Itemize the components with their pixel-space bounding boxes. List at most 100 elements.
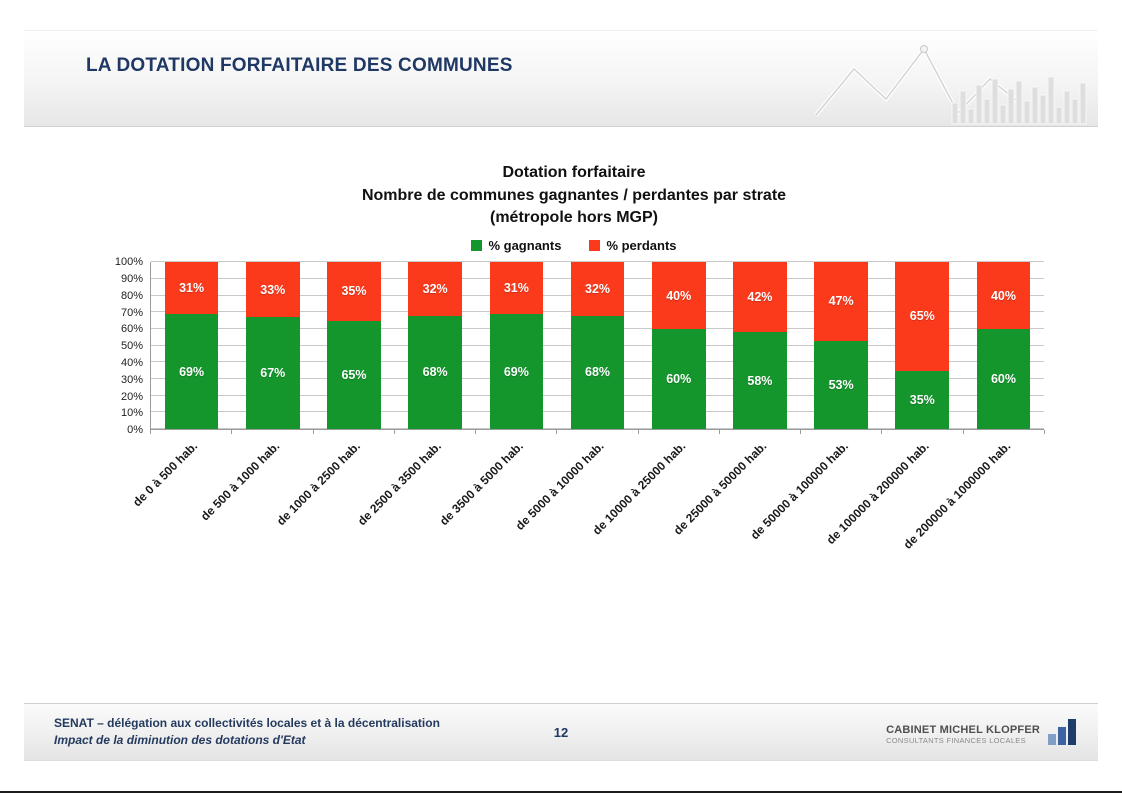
bar-segment-perdants: 32%: [570, 262, 625, 316]
logo-line2: CONSULTANTS FINANCES LOCALES: [886, 736, 1026, 745]
chart-subtitle2: (métropole hors MGP): [489, 209, 658, 227]
bar-column: 31% 69%: [151, 262, 232, 430]
bar-segment-gagnants-value-label: 60%: [990, 372, 1016, 387]
bar-segment-gagnants-value-label: 58%: [747, 373, 773, 388]
bar-column: 32% 68%: [395, 262, 476, 430]
bar-segment-perdants-value-label: 35%: [341, 284, 367, 299]
x-category-label: de 5000 à 10000 hab.: [513, 439, 607, 534]
legend-item-perdants: % perdants: [589, 238, 677, 254]
footer-source: SENAT – délégation aux collectivités loc…: [24, 715, 440, 750]
bar-chart-logo-icon: [1048, 719, 1076, 745]
y-tick-label: 40%: [120, 356, 143, 369]
x-axis-tick: [800, 430, 802, 435]
bar-column: 40% 60%: [963, 262, 1044, 430]
slide-title: LA DOTATION FORFAITAIRE DES COMMUNES: [86, 55, 513, 76]
y-tick-label: 90%: [120, 272, 143, 285]
y-tick-label: 0%: [127, 424, 143, 437]
stacked-bar: 42% 58%: [733, 262, 787, 430]
x-category-label: de 25000 à 50000 hab.: [670, 439, 770, 538]
stacked-bar: 33% 67%: [245, 262, 300, 430]
bar-segment-perdants: 32%: [408, 262, 462, 316]
bar-column: 32% 68%: [557, 262, 638, 430]
page-number: 12: [553, 724, 569, 740]
bar-column: 47% 53%: [801, 262, 882, 430]
bar-segment-perdants: 47%: [814, 262, 868, 341]
bar-segment-perdants: 65%: [895, 262, 950, 371]
x-category-label: de 2500 à 3500 hab.: [355, 439, 445, 529]
bar-segment-perdants: 31%: [164, 262, 219, 314]
stacked-bar: 31% 69%: [489, 262, 544, 430]
bar-segment-gagnants: 60%: [651, 328, 706, 430]
bar-segment-gagnants-value-label: 53%: [828, 377, 854, 392]
chart-legend: % gagnants % perdants: [104, 238, 1044, 253]
legend-swatch-gagnants-icon: [471, 240, 483, 252]
bar-segment-gagnants-value-label: 68%: [585, 365, 611, 380]
legend-label-perdants: % perdants: [606, 238, 677, 254]
bar-segment-gagnants: 68%: [408, 315, 462, 430]
stacked-bar: 40% 60%: [651, 262, 706, 430]
bar-segment-gagnants: 67%: [245, 317, 300, 430]
footer-line2: Impact de la diminution des dotations d'…: [54, 733, 306, 747]
bar-segment-perdants: 33%: [245, 262, 300, 318]
bar-segment-perdants: 35%: [327, 262, 381, 321]
bar-segment-gagnants-value-label: 69%: [503, 364, 529, 379]
gridline: [151, 261, 1044, 263]
x-axis-tick: [393, 430, 395, 435]
y-axis-labels: 0% 10% 20% 30% 40% 50% 60% 70% 80% 90% 100%: [104, 256, 150, 436]
bar-segment-perdants-value-label: 47%: [828, 294, 854, 309]
y-tick-label: 80%: [120, 289, 143, 302]
bar-segment-gagnants: 60%: [976, 328, 1031, 430]
bar-column: 31% 69%: [476, 262, 557, 430]
x-axis-tick: [231, 430, 233, 435]
bar-column: 33% 67%: [232, 262, 313, 430]
x-axis-tick: [556, 430, 558, 435]
bar-segment-gagnants-value-label: 65%: [341, 367, 367, 382]
bar-column: 40% 60%: [638, 262, 719, 430]
bar-segment-gagnants: 69%: [489, 313, 544, 430]
y-tick-label: 50%: [120, 340, 143, 353]
stacked-bar: 47% 53%: [814, 262, 868, 430]
bar-segment-gagnants-value-label: 69%: [179, 364, 205, 379]
chart-subtitle: Nombre de communes gagnantes / perdantes…: [361, 186, 787, 204]
footer-logo: CABINET MICHEL KLOPFER CONSULTANTS FINAN…: [886, 719, 1098, 745]
legend-item-gagnants: % gagnants: [471, 238, 561, 253]
stacked-bar: 65% 35%: [895, 262, 950, 430]
bar-segment-perdants-value-label: 40%: [666, 288, 692, 303]
bar-segment-gagnants: 35%: [895, 370, 950, 430]
bar-segment-perdants: 42%: [733, 262, 787, 333]
bar-segment-gagnants: 69%: [164, 313, 219, 430]
bar-segment-gagnants-value-label: 35%: [909, 392, 935, 407]
logo-line1: CABINET MICHEL KLOPFER: [886, 724, 1040, 736]
x-axis-tick: [150, 430, 151, 435]
stacked-bar: 35% 65%: [327, 262, 381, 430]
footer-line1: SENAT – délégation aux collectivités loc…: [54, 715, 440, 730]
bar-segment-perdants-value-label: 32%: [422, 281, 448, 296]
stacked-bar: 32% 68%: [408, 262, 462, 430]
bar-segment-gagnants: 53%: [814, 340, 868, 430]
x-axis-tick: [475, 430, 477, 435]
bar-segment-perdants-value-label: 32%: [585, 281, 611, 296]
bar-segment-perdants: 31%: [489, 262, 544, 314]
x-category-label: de 3500 à 5000 hab.: [436, 439, 526, 529]
y-tick-label: 10%: [120, 407, 143, 420]
x-category-label: de 10000 à 25000 hab.: [589, 439, 689, 538]
bar-segment-perdants-value-label: 65%: [909, 309, 935, 324]
bar-segment-gagnants: 58%: [733, 332, 787, 430]
y-tick-label: 20%: [120, 390, 143, 403]
chart-title: Dotation forfaitaire: [502, 164, 646, 181]
y-tick-label: 30%: [120, 373, 143, 386]
chart: Dotation forfaitaire Nombre de communes …: [104, 162, 1045, 570]
bar-segment-gagnants-value-label: 67%: [260, 366, 286, 381]
footer-band: SENAT – délégation aux collectivités loc…: [24, 703, 1098, 761]
plot-area: 31% 69% 33% 67% 35% 65% 32% 68% 31% 69% 32% 68% 40% 6…: [150, 261, 1044, 431]
x-axis-tick: [637, 430, 639, 435]
bar-column: 65% 35%: [882, 262, 963, 430]
y-tick-label: 60%: [120, 323, 143, 336]
legend-swatch-perdants-icon: [589, 240, 601, 252]
bar-segment-gagnants-value-label: 68%: [422, 365, 448, 380]
bar-segment-perdants-value-label: 31%: [179, 281, 205, 296]
header-band: LA DOTATION FORFAITAIRE DES COMMUNES: [24, 30, 1098, 127]
x-axis-tick: [718, 430, 720, 435]
bar-segment-perdants-value-label: 40%: [990, 288, 1016, 303]
